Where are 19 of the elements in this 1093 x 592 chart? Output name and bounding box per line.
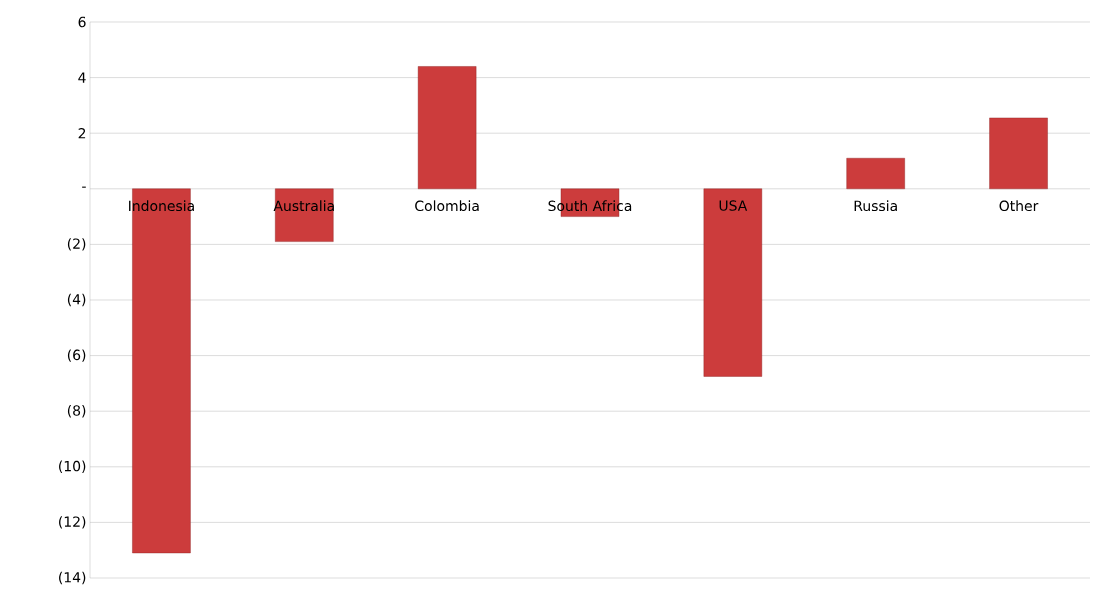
x-tick-label: Russia [854, 200, 897, 212]
x-tick-label: Other [999, 200, 1039, 212]
y-tick-label: 2 [78, 128, 86, 139]
y-tick-label: (12) [59, 516, 86, 529]
y-tick-label: (14) [59, 571, 86, 585]
y-tick-label: 6 [78, 16, 86, 28]
y-tick-label: - [82, 186, 86, 188]
bar [989, 117, 1048, 189]
bar [417, 66, 477, 189]
y-tick-label: (10) [59, 460, 86, 474]
y-tick-label: (8) [67, 404, 86, 418]
y-tick-label: 4 [78, 72, 86, 83]
y-tick-label: (2) [67, 238, 86, 251]
x-tick-label: USA [719, 200, 748, 211]
y-tick-label: (4) [67, 293, 86, 307]
y-tick-label: (6) [67, 349, 86, 362]
bar [846, 158, 905, 189]
x-tick-label: Colombia [415, 200, 479, 212]
bar [703, 188, 763, 377]
